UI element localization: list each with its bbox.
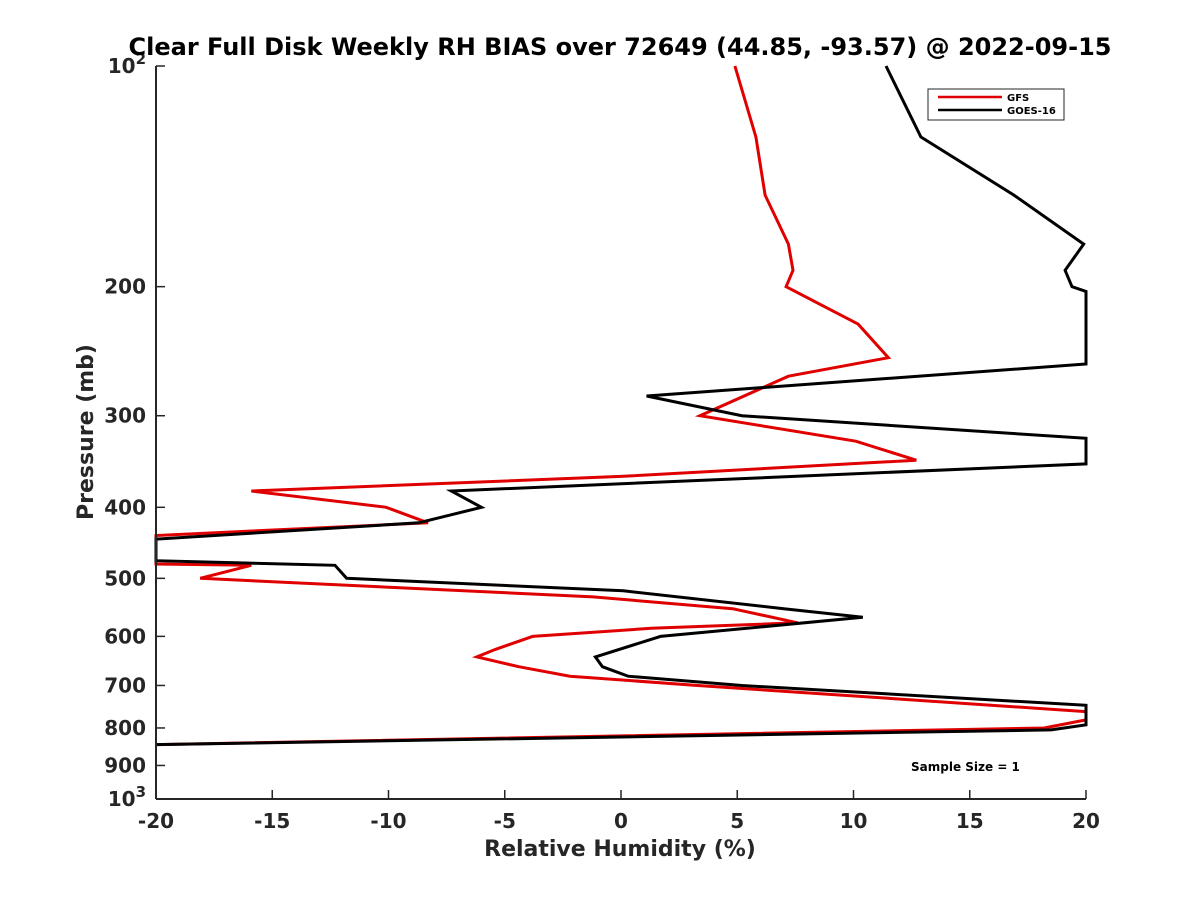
x-axis-label: Relative Humidity (%) xyxy=(484,837,756,862)
y-tick-label: 900 xyxy=(104,753,146,777)
y-tick-label: 800 xyxy=(104,716,146,740)
x-tick-label: 10 xyxy=(840,809,868,833)
legend-box xyxy=(927,88,1065,121)
x-tick-label: 20 xyxy=(1072,809,1100,833)
legend: GFS GOES-16 xyxy=(927,88,1065,121)
legend-label-gfs: GFS xyxy=(1007,93,1029,104)
y-tick-label: 300 xyxy=(104,404,146,428)
sample-size-annotation: Sample Size = 1 xyxy=(911,760,1020,774)
x-tick-label: 0 xyxy=(614,809,628,833)
y-tick-label: 700 xyxy=(104,673,146,697)
y-tick-label: 103 xyxy=(108,783,146,811)
y-tick-label: 102 xyxy=(108,50,146,78)
y-ticks: 102 200 300 400 500 600 700 800 900 103 xyxy=(104,50,165,811)
x-tick-label: -5 xyxy=(494,809,516,833)
x-tick-label: -10 xyxy=(370,809,406,833)
x-tick-label: 15 xyxy=(956,809,984,833)
y-tick-label: 500 xyxy=(104,566,146,590)
x-tick-label: -20 xyxy=(138,809,174,833)
chart-title: Clear Full Disk Weekly RH BIAS over 7264… xyxy=(129,33,1112,61)
legend-label-goes-16: GOES-16 xyxy=(1007,106,1056,117)
y-axis-label: Pressure (mb) xyxy=(74,344,99,520)
x-ticks: -20 -15 -10 -5 0 5 10 15 20 xyxy=(138,790,1100,833)
y-tick-label: 600 xyxy=(104,624,146,648)
y-tick-label: 200 xyxy=(104,275,146,299)
x-tick-label: -15 xyxy=(254,809,290,833)
y-tick-label: 400 xyxy=(104,495,146,519)
x-tick-label: 5 xyxy=(730,809,744,833)
plot-area xyxy=(156,66,1086,799)
